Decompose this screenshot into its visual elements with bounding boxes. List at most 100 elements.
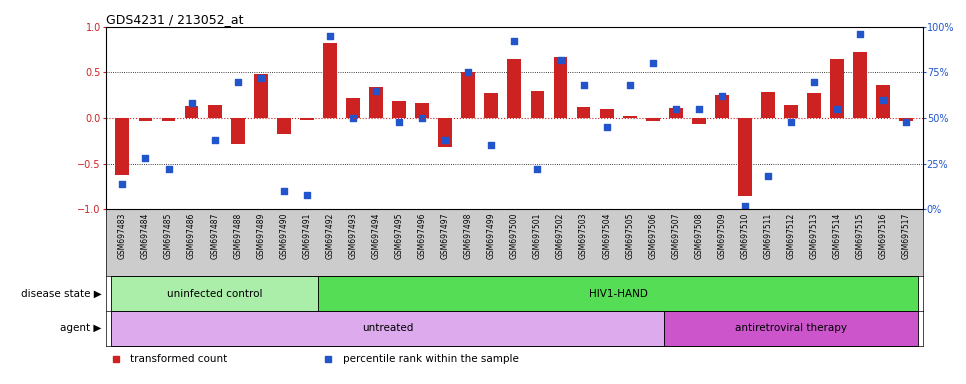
Bar [277, 118, 291, 134]
Text: GSM697489: GSM697489 [256, 213, 266, 259]
Bar [808, 93, 821, 118]
Text: GSM697499: GSM697499 [487, 213, 496, 259]
Text: percentile rank within the sample: percentile rank within the sample [343, 354, 519, 364]
Bar [346, 98, 360, 118]
Text: GSM697515: GSM697515 [856, 213, 865, 259]
Text: GSM697494: GSM697494 [372, 213, 381, 259]
Text: GSM697497: GSM697497 [440, 213, 450, 259]
Text: GSM697490: GSM697490 [279, 213, 288, 259]
Text: GSM697485: GSM697485 [164, 213, 173, 259]
Bar [116, 118, 129, 175]
Bar [254, 74, 268, 118]
Point [299, 192, 315, 198]
Text: GSM697484: GSM697484 [141, 213, 150, 259]
Bar [462, 73, 475, 118]
Text: GSM697495: GSM697495 [394, 213, 404, 259]
Bar [577, 107, 590, 118]
Bar [784, 105, 798, 118]
Bar [600, 109, 613, 118]
Text: GSM697493: GSM697493 [349, 213, 357, 259]
Point [414, 115, 430, 121]
Point [553, 57, 568, 63]
Point [506, 38, 522, 45]
Bar [831, 59, 844, 118]
Bar [300, 118, 314, 120]
Text: GSM697509: GSM697509 [718, 213, 726, 259]
Bar [554, 57, 567, 118]
Bar [231, 118, 244, 144]
Text: GSM697507: GSM697507 [671, 213, 680, 259]
Bar [319, 276, 918, 311]
Point [898, 119, 914, 125]
Bar [715, 95, 728, 118]
Text: GSM697503: GSM697503 [579, 213, 588, 259]
Point [230, 79, 245, 85]
Text: GSM697496: GSM697496 [417, 213, 427, 259]
Bar [208, 105, 221, 118]
Point [345, 115, 360, 121]
Point [438, 137, 453, 143]
Point [276, 188, 292, 194]
Point [714, 93, 729, 99]
Text: GSM697514: GSM697514 [833, 213, 841, 259]
Point [323, 33, 338, 39]
Bar [185, 106, 198, 118]
Point [160, 166, 176, 172]
Bar [761, 92, 775, 118]
Text: disease state ▶: disease state ▶ [20, 289, 101, 299]
Text: GSM697505: GSM697505 [625, 213, 635, 259]
Bar [646, 118, 660, 121]
Bar [853, 51, 867, 118]
Bar [161, 118, 176, 121]
Point [645, 60, 661, 66]
Bar [738, 118, 752, 195]
Bar [692, 118, 706, 124]
Text: GSM697487: GSM697487 [211, 213, 219, 259]
Point [807, 79, 822, 85]
Text: GSM697504: GSM697504 [602, 213, 611, 259]
Point [138, 155, 154, 161]
Point [253, 75, 269, 81]
Point [875, 97, 891, 103]
Text: GSM697483: GSM697483 [118, 213, 127, 259]
Point [529, 166, 545, 172]
Bar [111, 276, 319, 311]
Bar [507, 59, 522, 118]
Bar [530, 91, 545, 118]
Text: GSM697501: GSM697501 [533, 213, 542, 259]
Bar [439, 118, 452, 147]
Text: GSM697492: GSM697492 [326, 213, 334, 259]
Text: GSM697502: GSM697502 [556, 213, 565, 259]
Text: untreated: untreated [362, 323, 413, 333]
Point [115, 181, 130, 187]
Point [783, 119, 799, 125]
Text: GSM697517: GSM697517 [902, 213, 911, 259]
Text: GSM697486: GSM697486 [187, 213, 196, 259]
Text: GSM697488: GSM697488 [233, 213, 242, 259]
Point [184, 101, 199, 107]
Point [368, 88, 384, 94]
Text: uninfected control: uninfected control [167, 289, 263, 299]
Text: GSM697511: GSM697511 [763, 213, 773, 259]
Bar [668, 108, 683, 118]
Bar [415, 104, 429, 118]
Point [668, 106, 684, 112]
Text: GSM697516: GSM697516 [879, 213, 888, 259]
Text: GSM697510: GSM697510 [741, 213, 750, 259]
Point [484, 142, 499, 149]
Point [576, 82, 591, 88]
Point [622, 82, 638, 88]
Bar [392, 101, 406, 118]
Text: GSM697508: GSM697508 [695, 213, 703, 259]
Bar [323, 43, 337, 118]
Point [737, 203, 753, 209]
Text: GSM697498: GSM697498 [464, 213, 472, 259]
Point [830, 106, 845, 112]
Point [853, 31, 868, 37]
Text: GSM697500: GSM697500 [510, 213, 519, 259]
Point [691, 106, 706, 112]
Text: GSM697512: GSM697512 [786, 213, 796, 259]
Point [760, 174, 776, 180]
Point [207, 137, 222, 143]
Point [461, 70, 476, 76]
